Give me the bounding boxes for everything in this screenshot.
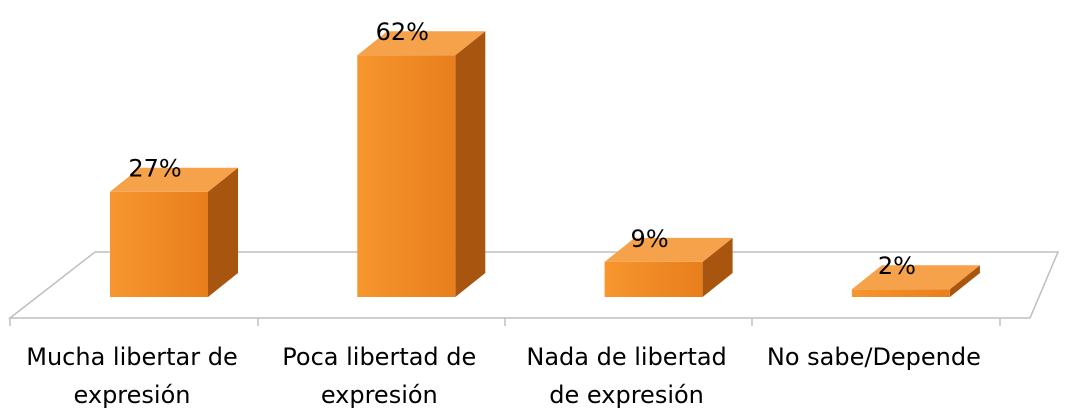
x-tick-label: No sabe/Depende xyxy=(766,343,981,371)
bar xyxy=(357,31,486,298)
bar-top xyxy=(357,31,486,56)
x-tick-label: Mucha libertar de expresión xyxy=(26,343,238,409)
value-label: 2% xyxy=(878,252,916,280)
axis-ticks xyxy=(9,318,1001,326)
bar xyxy=(110,167,238,297)
value-label: 62% xyxy=(376,18,429,46)
bar-side xyxy=(702,237,733,297)
bar-front xyxy=(110,191,208,297)
floor xyxy=(7,251,1060,319)
bar xyxy=(851,265,980,297)
bar-side xyxy=(455,31,486,297)
value-label: 27% xyxy=(128,155,181,183)
bar-front xyxy=(604,261,703,297)
bar-side xyxy=(949,265,980,297)
bar xyxy=(604,237,733,297)
x-tick-label: Nada de libertad de expresión xyxy=(526,343,727,409)
bar-top xyxy=(851,265,980,290)
bar-side xyxy=(208,167,238,297)
x-tick-label: Poca libertad de expresión xyxy=(282,343,477,409)
bar-top xyxy=(110,167,238,192)
value-label: 9% xyxy=(631,225,669,253)
bar-top xyxy=(604,237,733,262)
bar-front xyxy=(357,55,456,298)
bar-front xyxy=(851,289,950,297)
